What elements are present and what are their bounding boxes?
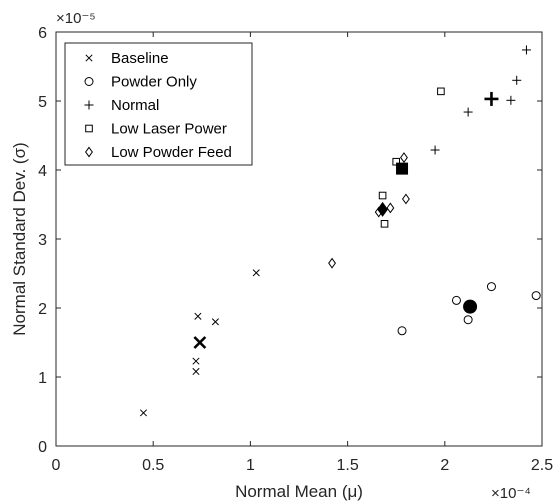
legend-box <box>64 42 253 166</box>
mean-low-powder-feed <box>377 201 388 217</box>
y-exponent-label: ×10⁻⁵ <box>56 10 96 27</box>
point-low-laser-power <box>437 87 445 96</box>
point-low-powder-feed <box>401 193 410 205</box>
x-tick-label: 2.5 <box>531 457 553 474</box>
point-baseline <box>194 312 202 320</box>
x-exponent-label: ×10⁻⁴ <box>491 485 531 502</box>
legend: Baseline Powder Only Normal Low Laser Power… <box>64 42 253 166</box>
x-tick-label: 0 <box>52 457 61 474</box>
point-normal <box>506 95 516 105</box>
legend-label-low-powder-feed: Low Powder Feed <box>111 144 232 161</box>
y-tick-label: 0 <box>38 439 47 456</box>
y-tick-label: 2 <box>38 301 47 318</box>
legend-label-normal: Normal <box>111 97 159 114</box>
legend-label-low-laser-power: Low Laser Power <box>111 121 227 138</box>
point-low-powder-feed <box>400 152 408 164</box>
x-tick-label: 1 <box>246 457 255 474</box>
legend-marker-low-powder-feed <box>85 146 93 158</box>
point-low-powder-feed <box>386 202 395 214</box>
point-baseline <box>192 367 200 376</box>
data-marks <box>139 45 541 417</box>
point-low-powder-feed <box>328 257 336 269</box>
legend-marker-normal <box>84 100 94 110</box>
point-low-laser-power <box>380 220 389 228</box>
point-low-laser-power <box>378 191 387 200</box>
mean-powder-only <box>463 299 478 314</box>
mean-normal <box>484 91 499 106</box>
point-baseline <box>192 357 200 365</box>
x-tick-label: 1.5 <box>336 457 358 474</box>
legend-marker-low-laser-power <box>85 124 93 133</box>
y-tick-label: 3 <box>38 232 47 249</box>
legend-marker-powder-only <box>84 77 94 86</box>
point-powder-only <box>463 315 473 325</box>
point-normal <box>430 145 440 155</box>
point-normal <box>512 75 522 85</box>
point-normal <box>521 45 531 55</box>
mean-low-laser-power <box>396 162 409 175</box>
y-axis-label: Normal Standard Dev. (σ) <box>10 142 29 335</box>
y-tick-label: 6 <box>38 25 47 42</box>
point-baseline <box>252 269 260 277</box>
point-normal <box>463 107 473 117</box>
point-powder-only <box>451 295 461 305</box>
point-baseline <box>211 318 219 326</box>
x-axis-label: Normal Mean (μ) <box>235 482 363 501</box>
point-powder-only <box>486 282 496 292</box>
y-tick-label: 4 <box>38 163 47 180</box>
x-tick-label: 0.5 <box>142 457 164 474</box>
y-tick-label: 5 <box>38 94 47 111</box>
y-tick-label: 1 <box>38 370 47 387</box>
point-baseline <box>139 409 148 417</box>
legend-label-powder-only: Powder Only <box>111 74 197 91</box>
mean-baseline <box>193 336 207 349</box>
legend-marker-baseline <box>85 54 93 62</box>
point-powder-only <box>531 291 541 301</box>
legend-label-baseline: Baseline <box>111 50 169 67</box>
x-tick-label: 2 <box>440 457 449 474</box>
axis-ticks: 0 0.5 1 1.5 2 2.5 0 1 2 3 4 5 6 <box>38 25 553 474</box>
point-powder-only <box>397 326 407 336</box>
